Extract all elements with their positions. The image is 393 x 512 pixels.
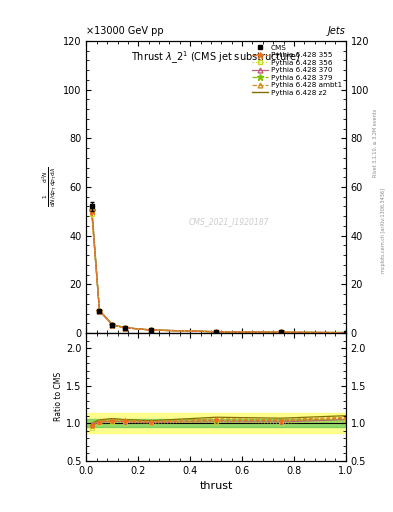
Text: Jets: Jets	[328, 26, 346, 36]
Text: mcplots.cern.ch [arXiv:1306.3436]: mcplots.cern.ch [arXiv:1306.3436]	[381, 188, 386, 273]
Legend: CMS, Pythia 6.428 355, Pythia 6.428 356, Pythia 6.428 370, Pythia 6.428 379, Pyt: CMS, Pythia 6.428 355, Pythia 6.428 356,…	[251, 43, 343, 97]
Text: Rivet 3.1.10, ≥ 3.2M events: Rivet 3.1.10, ≥ 3.2M events	[373, 109, 378, 178]
Y-axis label: Ratio to CMS: Ratio to CMS	[55, 372, 63, 421]
X-axis label: thrust: thrust	[200, 481, 233, 491]
Y-axis label: $\frac{1}{\mathrm{d}N/\mathrm{d}p_\mathrm{T}}\frac{\mathrm{d}^2N}{\mathrm{d}p_\m: $\frac{1}{\mathrm{d}N/\mathrm{d}p_\mathr…	[41, 167, 59, 207]
Text: CMS_2021_I1920187: CMS_2021_I1920187	[189, 218, 269, 226]
Text: ×13000 GeV pp: ×13000 GeV pp	[86, 26, 164, 36]
Bar	[86, 414, 346, 433]
Bar	[86, 419, 346, 427]
Text: Thrust $\lambda\_2^1$ (CMS jet substructure): Thrust $\lambda\_2^1$ (CMS jet substruct…	[131, 50, 301, 67]
